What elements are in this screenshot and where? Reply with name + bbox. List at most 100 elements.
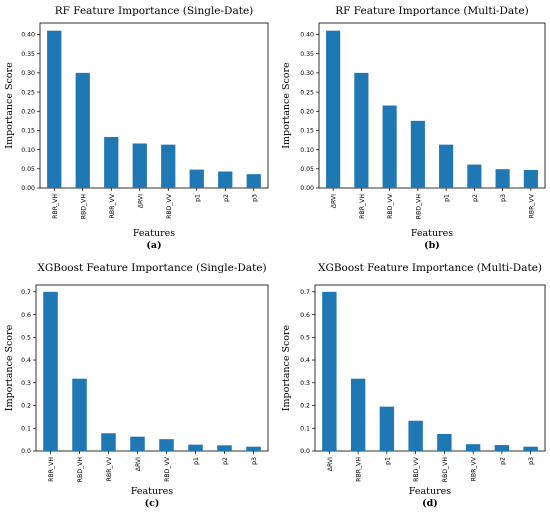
bar-RBD_VV (408, 420, 423, 451)
y-tick-label: 0.25 (300, 89, 314, 96)
bar-RBD_VV (382, 105, 397, 188)
y-axis-label: Importance Score (4, 324, 15, 411)
chart-panel-2: RF Feature Importance (Multi-Date) ΔRVI RB… (281, 5, 546, 251)
x-tick-label: RBD_VH (77, 457, 84, 483)
x-tick-label: ΔRVI (331, 194, 338, 208)
bar-ΔRVI (326, 30, 341, 188)
y-tick-label: 0.00 (21, 185, 35, 192)
x-tick-label: p2 (499, 457, 506, 465)
x-tick-label: RBR_VV (528, 193, 535, 218)
x-tick-label: RBR_VH (52, 194, 59, 219)
x-tick-label: RBD_VV (413, 456, 420, 482)
y-tick-label: 0.25 (21, 89, 35, 96)
x-tick-label: RBD_VH (415, 194, 422, 220)
x-axis-label: Features (131, 486, 173, 497)
bar-RBR_VV (101, 433, 116, 451)
x-tick-label: p3 (528, 457, 535, 465)
y-tick-label: 0.2 (300, 403, 310, 410)
x-tick-label: p3 (251, 457, 258, 465)
x-tick-label: p3 (251, 194, 258, 202)
bar-p2 (494, 445, 510, 451)
bar-p1 (379, 406, 395, 451)
panel-caption: (c) (145, 498, 160, 509)
y-tick-label: 0.0 (300, 448, 310, 455)
y-tick-label: 0.5 (21, 335, 31, 342)
bar-p1 (189, 169, 204, 188)
bar-p2 (217, 445, 232, 451)
bar-RBD_VH (410, 120, 425, 188)
plot-frame (39, 22, 269, 189)
chart-panel-3: XGBoost Feature Importance (Single-Date)… (4, 262, 269, 509)
y-tick-label: 0.40 (300, 32, 314, 39)
y-tick-label: 0.15 (21, 128, 35, 135)
y-tick-label: 0.20 (300, 108, 314, 115)
y-tick-label: 0.00 (300, 185, 314, 192)
bar-p3 (523, 446, 538, 451)
bar-RBD_VH (72, 378, 87, 451)
x-tick-label: RBD_VV (387, 193, 394, 219)
x-tick-label: RBD_VH (80, 194, 87, 220)
chart-title: RF Feature Importance (Single-Date) (55, 5, 254, 17)
y-tick-label: 0.4 (300, 357, 310, 364)
y-tick-label: 0.35 (21, 51, 35, 58)
x-tick-label: p2 (222, 457, 229, 465)
x-tick-label: RBR_VV (109, 193, 116, 218)
y-tick-label: 0.10 (21, 147, 35, 154)
x-tick-label: p3 (500, 194, 507, 202)
x-tick-label: RBD_VH (442, 457, 449, 483)
x-tick-label: p2 (223, 194, 230, 202)
bar-p2 (218, 171, 233, 188)
y-tick-label: 0.40 (21, 32, 35, 39)
y-tick-label: 0.5 (300, 335, 310, 342)
x-tick-label: p2 (472, 194, 479, 202)
y-tick-label: 0.2 (21, 403, 31, 410)
chart-panel-4: XGBoost Feature Importance (Multi-Date) Δ… (281, 262, 546, 509)
y-axis-label: Importance Score (281, 62, 292, 149)
plot-frame (318, 22, 546, 189)
x-axis-label: Features (133, 228, 175, 239)
plot-frame (314, 284, 546, 452)
bar-p1 (439, 144, 454, 188)
x-tick-label: RBR_VH (48, 457, 55, 482)
bar-ΔRVI (130, 436, 145, 451)
bar-RBD_VV (161, 144, 176, 188)
chart-title: RF Feature Importance (Multi-Date) (335, 5, 528, 17)
panel-caption: (a) (146, 240, 161, 251)
panel-caption: (b) (424, 240, 440, 251)
y-tick-label: 0.7 (21, 289, 31, 296)
bar-p3 (246, 446, 261, 451)
y-tick-label: 0.1 (300, 425, 310, 432)
bar-RBR_VV (465, 444, 481, 451)
y-tick-label: 0.3 (21, 380, 31, 387)
chart-panel-1: RF Feature Importance (Single-Date) RBR_V… (4, 5, 269, 251)
y-tick-label: 0.7 (300, 289, 310, 296)
y-tick-label: 0.05 (300, 166, 314, 173)
chart-title: XGBoost Feature Importance (Single-Date) (37, 262, 266, 274)
x-tick-label: RBD_VV (166, 193, 173, 219)
bar-ΔRVI (322, 291, 337, 451)
y-tick-label: 0.20 (21, 108, 35, 115)
y-tick-label: 0.30 (21, 70, 35, 77)
y-tick-label: 0.05 (21, 166, 35, 173)
x-tick-label: RBR_VV (106, 456, 113, 481)
x-tick-label: p1 (193, 457, 200, 465)
bar-p1 (188, 444, 203, 451)
bar-RBR_VV (104, 136, 119, 188)
bar-p3 (495, 169, 510, 188)
plot-frame (35, 284, 269, 452)
bar-ΔRVI (132, 143, 147, 188)
y-tick-label: 0.0 (21, 448, 31, 455)
y-tick-label: 0.6 (21, 312, 31, 319)
bar-RBR_VV (523, 169, 538, 188)
y-tick-label: 0.3 (300, 380, 310, 387)
x-tick-label: p1 (194, 194, 201, 202)
y-tick-label: 0.6 (300, 312, 310, 319)
x-tick-label: RBR_VH (356, 457, 363, 482)
y-axis-label: Importance Score (4, 62, 15, 149)
bar-p3 (246, 174, 261, 188)
chart-title: XGBoost Feature Importance (Multi-Date) (318, 262, 542, 274)
bar-RBR_VH (350, 378, 366, 451)
x-axis-label: Features (409, 486, 451, 497)
